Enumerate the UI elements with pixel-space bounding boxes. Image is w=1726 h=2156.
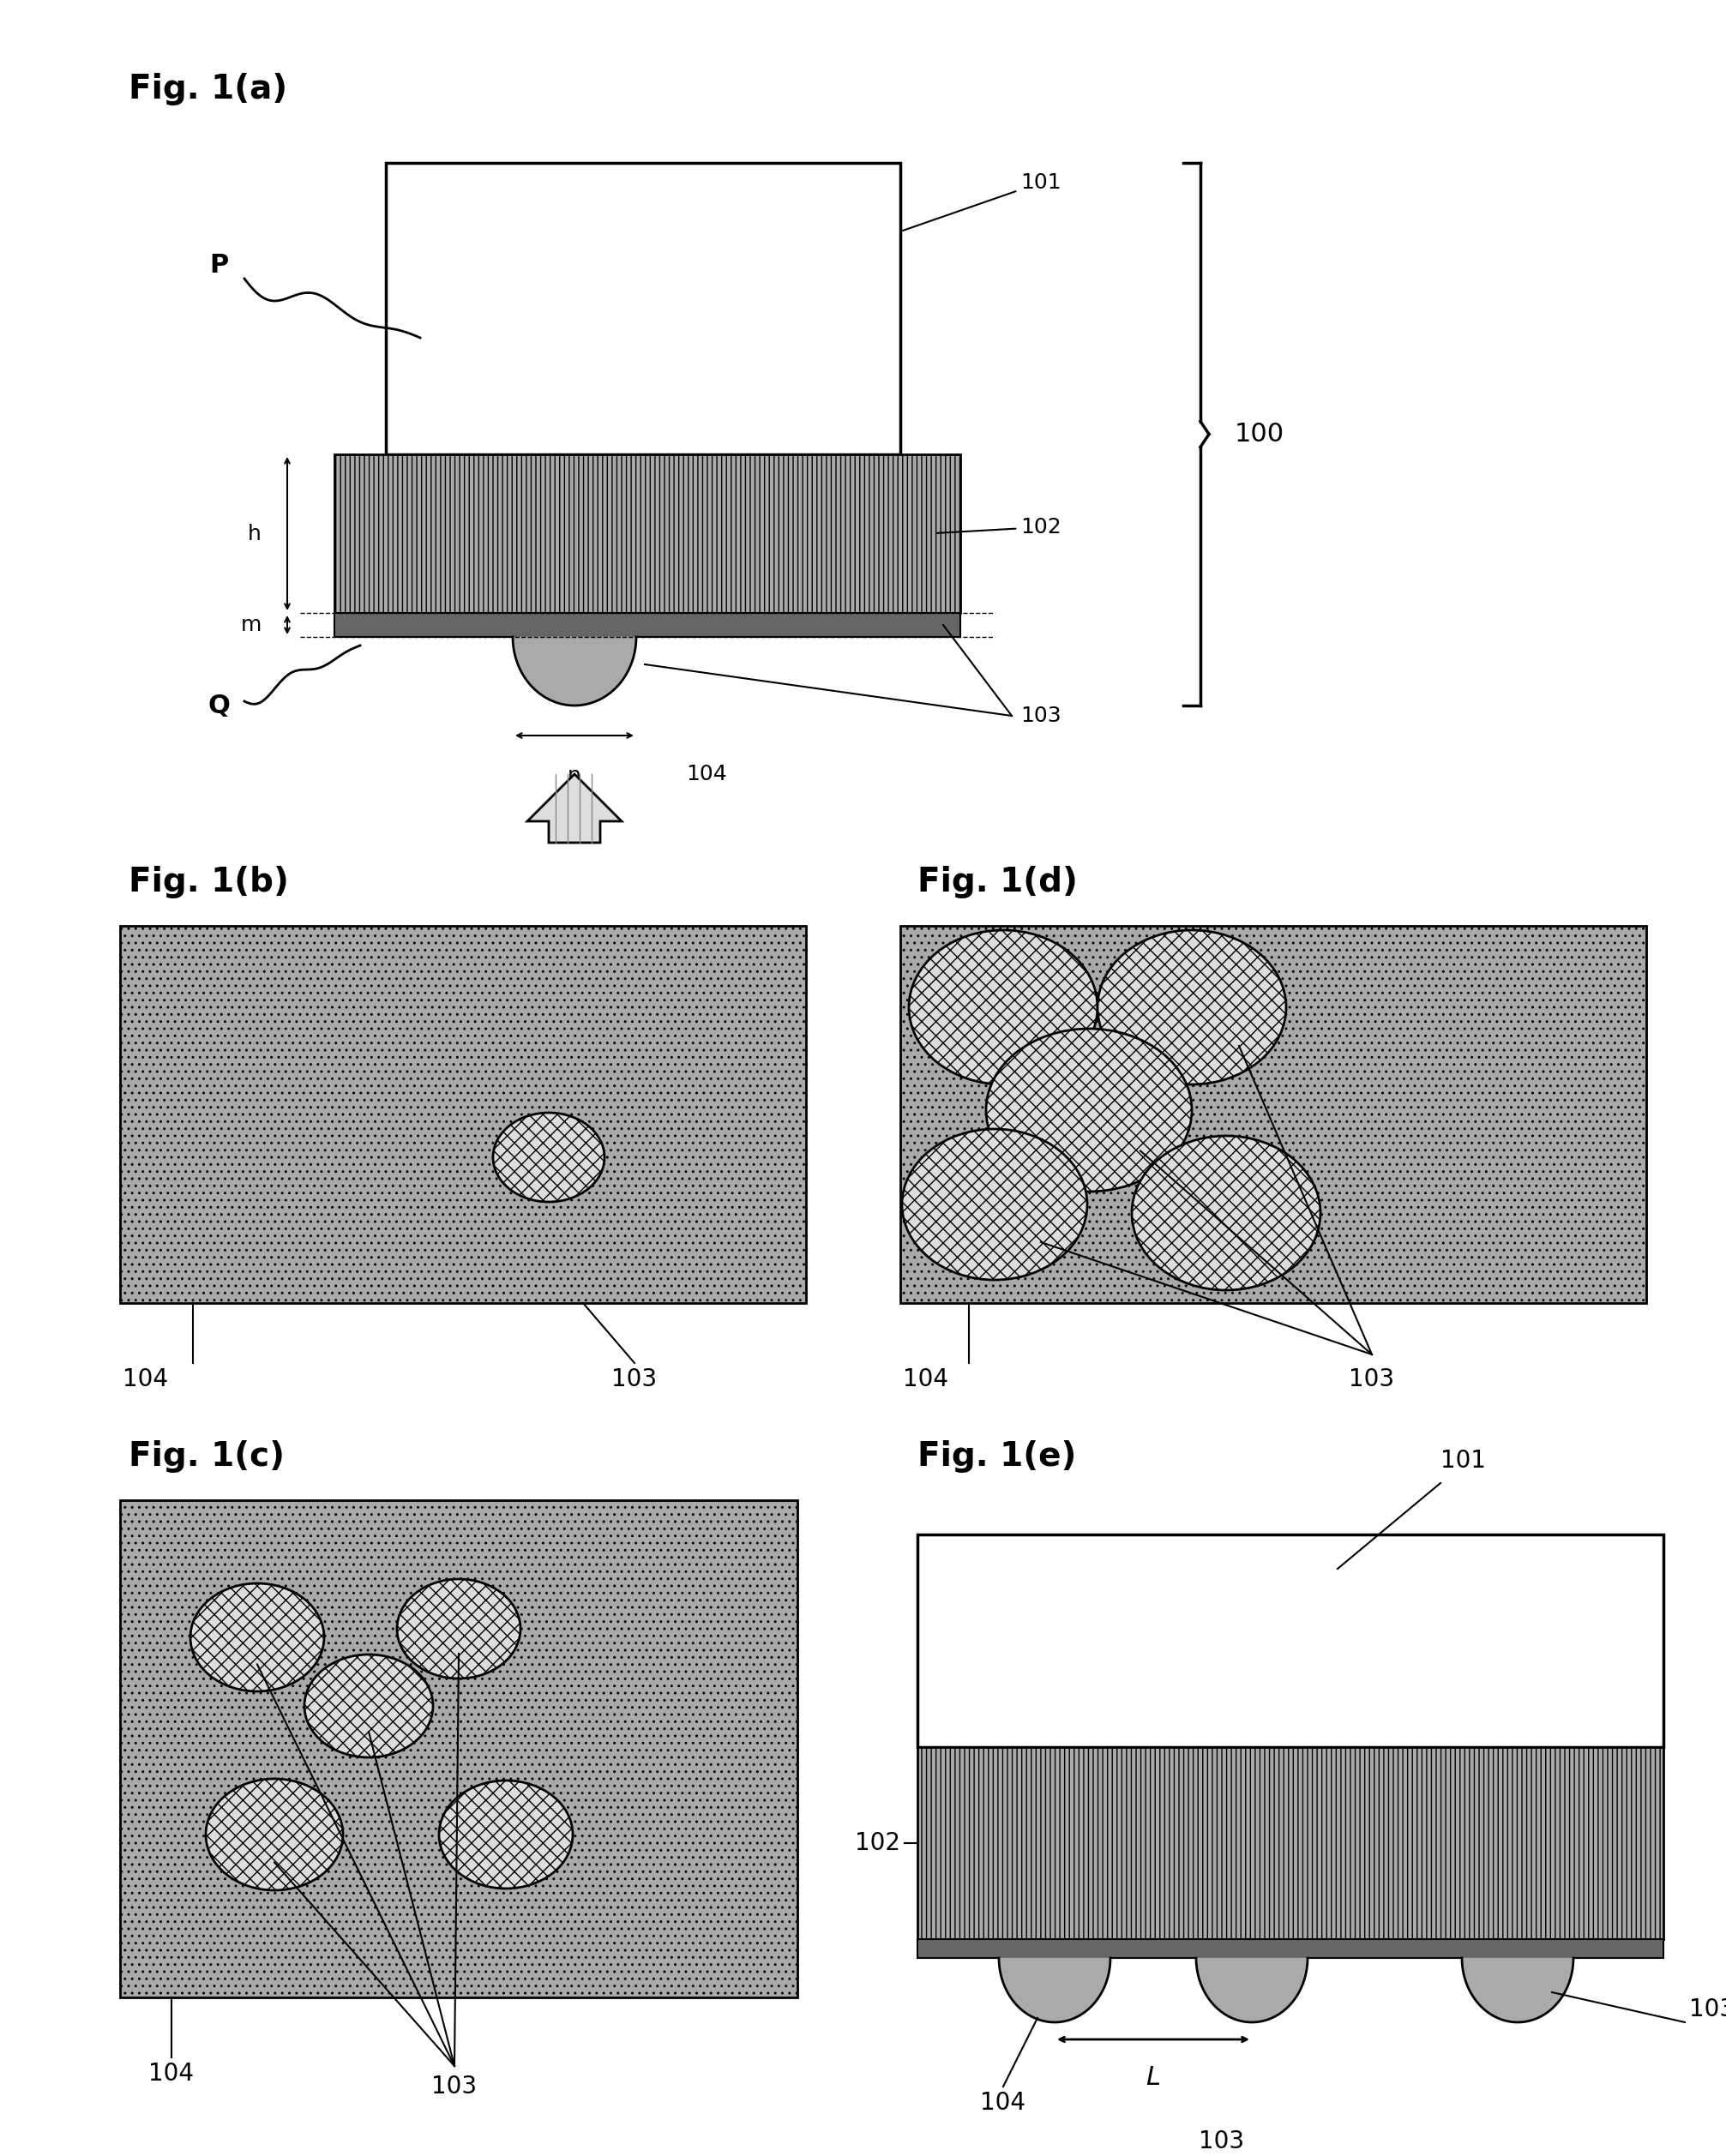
Text: Fig. 1(e): Fig. 1(e) <box>918 1440 1077 1473</box>
Text: 101: 101 <box>1441 1449 1486 1473</box>
Text: 102: 102 <box>854 1830 901 1854</box>
Ellipse shape <box>438 1781 573 1889</box>
Ellipse shape <box>190 1583 324 1690</box>
Text: 104: 104 <box>903 1367 949 1391</box>
Polygon shape <box>1196 1958 1308 2022</box>
Ellipse shape <box>397 1578 521 1680</box>
Text: Fig. 1(a): Fig. 1(a) <box>129 73 287 106</box>
Text: 104: 104 <box>123 1367 169 1391</box>
Text: 100: 100 <box>1234 423 1284 446</box>
Text: 103: 103 <box>611 1367 658 1391</box>
Ellipse shape <box>903 1130 1087 1281</box>
Text: Q: Q <box>207 692 230 718</box>
Ellipse shape <box>1098 929 1286 1084</box>
Text: n: n <box>568 765 582 787</box>
Bar <box>121 1501 797 1996</box>
Ellipse shape <box>304 1654 433 1757</box>
Bar <box>387 164 901 455</box>
Bar <box>335 612 960 636</box>
Text: 101: 101 <box>903 172 1061 231</box>
Ellipse shape <box>205 1779 343 1891</box>
Text: Fig. 1(b): Fig. 1(b) <box>129 867 288 899</box>
Ellipse shape <box>986 1028 1193 1192</box>
Text: 103: 103 <box>1350 1367 1395 1391</box>
Text: 102: 102 <box>937 517 1061 537</box>
Text: L: L <box>1146 2065 1160 2089</box>
Text: 104: 104 <box>148 2061 195 2085</box>
Polygon shape <box>999 1958 1110 2022</box>
Text: 104: 104 <box>685 763 727 785</box>
Ellipse shape <box>494 1112 604 1201</box>
Ellipse shape <box>910 929 1098 1084</box>
Text: Fig. 1(c): Fig. 1(c) <box>129 1440 285 1473</box>
Polygon shape <box>513 636 637 705</box>
Bar <box>918 1938 1664 1958</box>
Text: h: h <box>249 524 262 543</box>
Bar <box>335 455 960 612</box>
Text: 103: 103 <box>432 2074 476 2098</box>
Bar <box>121 925 806 1302</box>
Bar <box>918 1746 1664 1938</box>
Text: P: P <box>209 252 228 278</box>
Bar <box>918 1535 1664 1746</box>
Polygon shape <box>1462 1958 1574 2022</box>
Ellipse shape <box>1132 1136 1320 1289</box>
Text: 103: 103 <box>1690 1996 1726 2022</box>
Text: 104: 104 <box>980 2091 1025 2115</box>
FancyArrow shape <box>528 774 621 843</box>
Text: 103: 103 <box>1200 2130 1244 2154</box>
Text: Fig. 1(d): Fig. 1(d) <box>918 867 1077 899</box>
Bar <box>901 925 1647 1302</box>
Text: 103: 103 <box>1020 705 1061 727</box>
Text: m: m <box>240 614 262 636</box>
